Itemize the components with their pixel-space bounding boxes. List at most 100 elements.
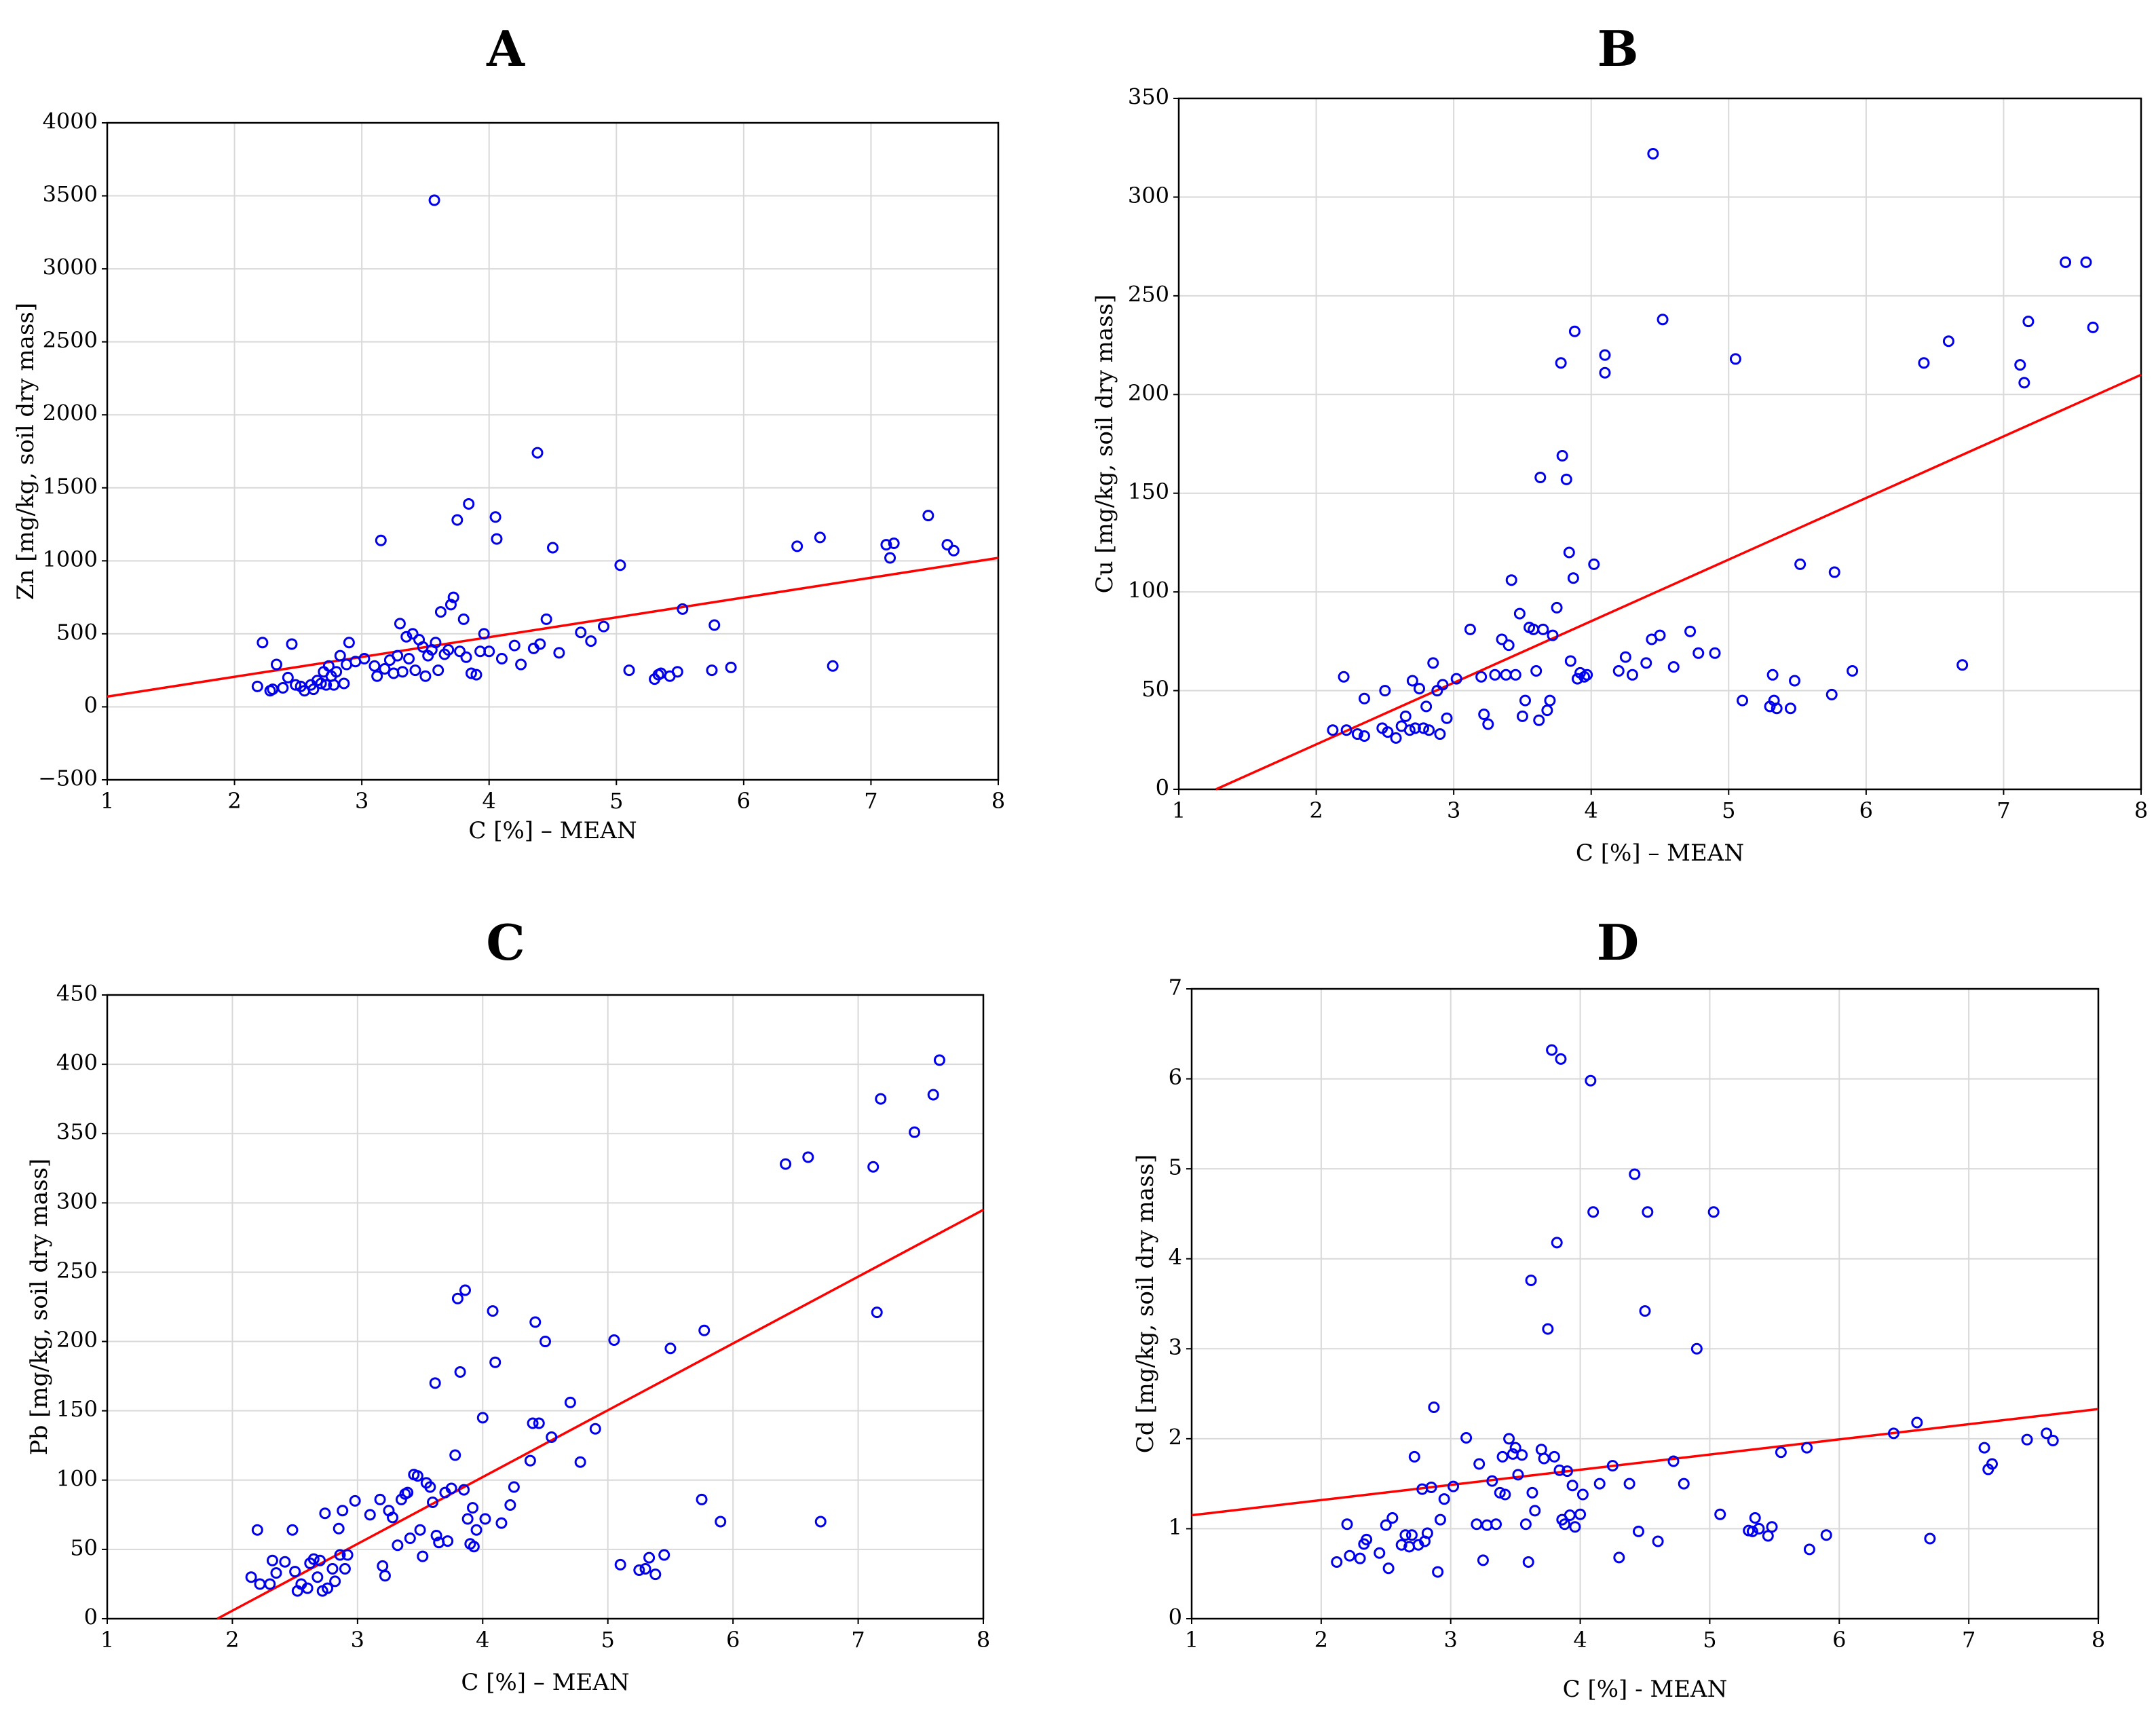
data-point bbox=[343, 637, 355, 649]
data-point bbox=[633, 1564, 645, 1577]
data-point bbox=[531, 447, 544, 459]
data-point bbox=[540, 1336, 551, 1348]
plot-frame bbox=[1177, 97, 2142, 791]
data-point bbox=[1746, 1525, 1758, 1537]
data-point bbox=[495, 652, 508, 664]
data-point bbox=[1647, 147, 1659, 159]
data-point bbox=[483, 645, 495, 658]
data-point bbox=[257, 637, 269, 649]
data-point bbox=[495, 1517, 508, 1529]
data-point bbox=[400, 631, 413, 643]
data-point bbox=[322, 1582, 334, 1594]
data-point bbox=[1801, 1442, 1813, 1454]
y-tick-label: 300 bbox=[56, 1188, 98, 1214]
data-point bbox=[1551, 1237, 1563, 1249]
data-point bbox=[933, 1054, 945, 1066]
data-point bbox=[1593, 1478, 1606, 1490]
x-axis-label: C [%] - MEAN bbox=[1563, 1676, 1728, 1703]
data-point bbox=[1986, 1458, 1998, 1470]
y-tick-label: 0 bbox=[84, 692, 98, 718]
y-tick-label: 50 bbox=[1141, 676, 1169, 702]
data-point bbox=[546, 1431, 558, 1443]
data-point bbox=[1626, 669, 1638, 681]
data-point bbox=[1538, 1452, 1550, 1465]
y-tick-label: 0 bbox=[1156, 775, 1169, 801]
data-point bbox=[1382, 726, 1394, 738]
data-point bbox=[1569, 1521, 1581, 1533]
data-point bbox=[1354, 1552, 1366, 1564]
data-point bbox=[1599, 349, 1611, 361]
data-point bbox=[504, 1499, 516, 1511]
data-point bbox=[1438, 1493, 1450, 1505]
data-point bbox=[1571, 673, 1583, 685]
data-point bbox=[447, 591, 459, 603]
data-point bbox=[1623, 1478, 1635, 1490]
y-axis-label: Cd [mg/kg, soil dry mass] bbox=[1132, 1154, 1159, 1453]
y-tick-label: 200 bbox=[56, 1327, 98, 1353]
y-tick-label: 150 bbox=[1128, 478, 1169, 504]
data-point bbox=[1513, 607, 1526, 620]
data-point bbox=[1380, 1519, 1392, 1531]
data-point bbox=[311, 1571, 324, 1583]
data-point bbox=[708, 619, 721, 631]
data-point bbox=[489, 1356, 502, 1368]
data-point bbox=[553, 647, 565, 659]
data-point bbox=[417, 1550, 429, 1562]
y-tick-label: 250 bbox=[1128, 281, 1169, 307]
data-point bbox=[322, 660, 335, 672]
data-point bbox=[451, 514, 464, 526]
data-point bbox=[1612, 664, 1625, 677]
data-point bbox=[467, 1502, 479, 1514]
data-point bbox=[1559, 1518, 1571, 1530]
x-tick-label: 2 bbox=[227, 788, 241, 814]
data-point bbox=[1692, 647, 1705, 659]
data-point bbox=[909, 1126, 921, 1138]
data-point bbox=[454, 1366, 466, 1378]
data-point bbox=[1420, 700, 1433, 713]
x-tick-label: 7 bbox=[1997, 797, 2010, 823]
y-tick-label: 4 bbox=[1169, 1244, 1182, 1270]
data-point bbox=[1542, 1323, 1554, 1335]
data-point bbox=[1351, 728, 1363, 740]
data-point bbox=[319, 1507, 331, 1520]
data-point bbox=[589, 1423, 601, 1435]
data-point bbox=[1553, 1464, 1566, 1476]
data-point bbox=[1826, 688, 1838, 700]
x-tick-label: 1 bbox=[1172, 797, 1186, 823]
data-point bbox=[1382, 1562, 1395, 1575]
data-point bbox=[1496, 1450, 1509, 1463]
data-point bbox=[451, 1292, 464, 1304]
data-point bbox=[1512, 1469, 1524, 1481]
data-point bbox=[1546, 1044, 1558, 1056]
data-point bbox=[1581, 669, 1593, 681]
plot-frame bbox=[1190, 988, 2100, 1620]
y-tick-label: 3000 bbox=[43, 255, 98, 280]
data-point bbox=[1555, 357, 1567, 369]
data-point bbox=[428, 194, 440, 206]
data-point bbox=[614, 1558, 626, 1571]
data-point bbox=[379, 1570, 391, 1582]
data-point bbox=[515, 658, 527, 671]
data-point bbox=[442, 1535, 454, 1547]
data-point bbox=[445, 1482, 457, 1494]
regression-line bbox=[1191, 1408, 2099, 1517]
data-point bbox=[1529, 1505, 1541, 1517]
data-point bbox=[1564, 655, 1576, 667]
data-point bbox=[1978, 1442, 1990, 1454]
data-point bbox=[1432, 1566, 1444, 1578]
data-point bbox=[478, 628, 490, 640]
data-point bbox=[329, 1575, 341, 1587]
y-tick-label: 0 bbox=[1169, 1604, 1182, 1630]
data-point bbox=[1632, 1525, 1644, 1537]
data-point bbox=[279, 1556, 291, 1568]
data-point bbox=[1568, 325, 1581, 337]
data-point bbox=[888, 538, 900, 550]
data-point bbox=[270, 1567, 282, 1579]
data-point bbox=[1405, 1529, 1418, 1541]
data-point bbox=[1421, 1527, 1433, 1539]
data-point bbox=[251, 1524, 263, 1536]
data-point bbox=[286, 1524, 299, 1536]
data-point bbox=[429, 1377, 441, 1389]
data-point bbox=[1534, 471, 1547, 483]
panel-letter: B bbox=[1597, 20, 1639, 77]
